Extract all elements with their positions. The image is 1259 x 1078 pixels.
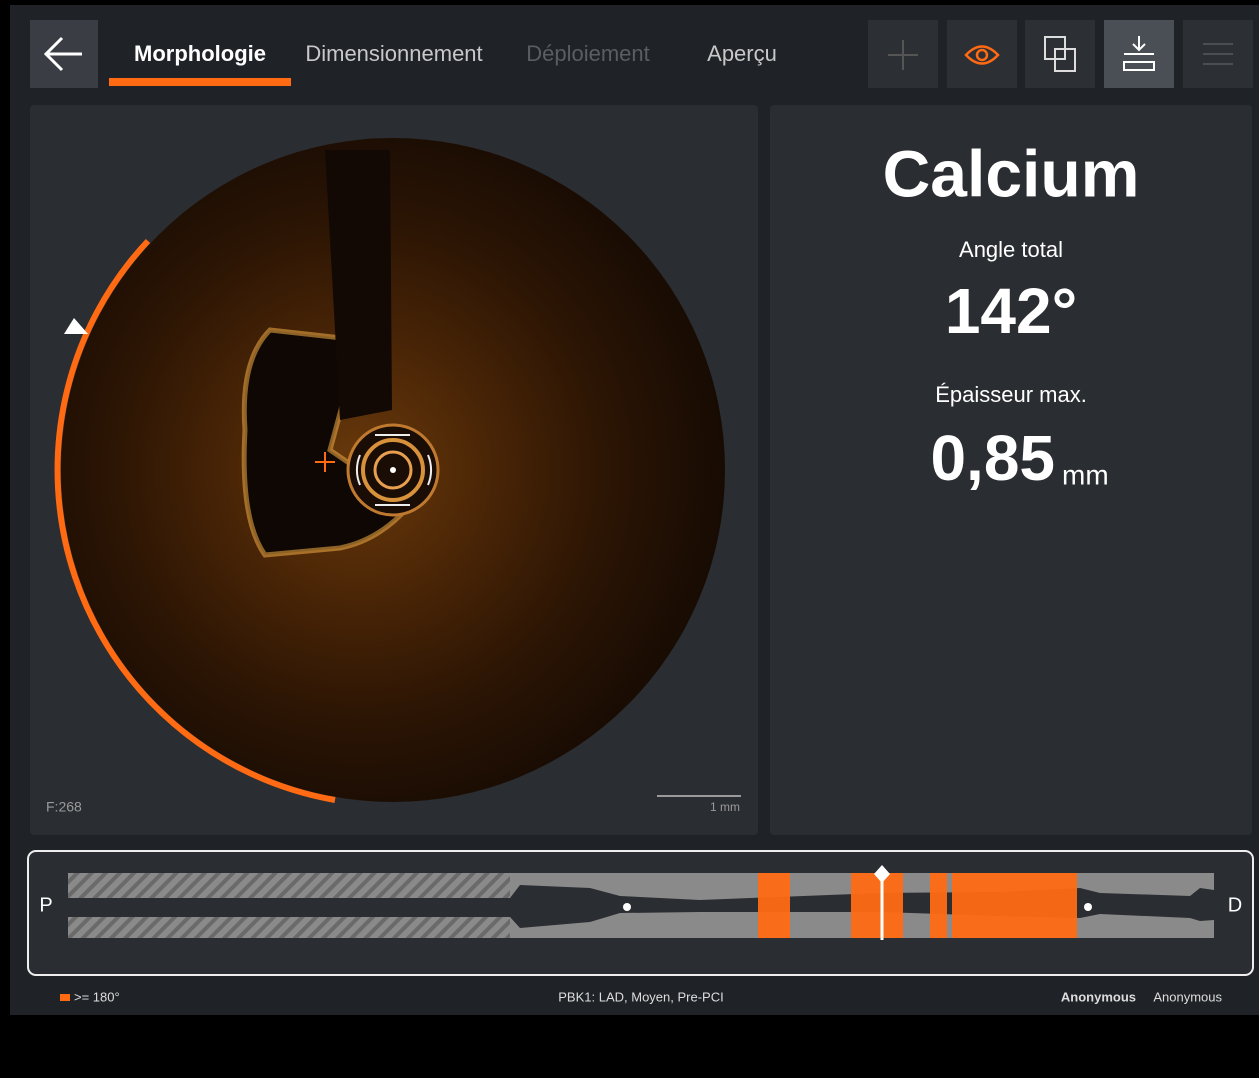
proximal-label: P: [39, 894, 52, 916]
pullback-info: PBK1: LAD, Moyen, Pre-PCI: [558, 989, 723, 1004]
calcium-segment: [952, 873, 1077, 938]
marker-dot: [1084, 903, 1092, 911]
patient-id: Anonymous: [1153, 989, 1222, 1004]
legend-label: >= 180°: [74, 989, 120, 1004]
calcium-segment: [758, 873, 790, 938]
angle-label: Angle total: [959, 237, 1063, 262]
thickness-label: Épaisseur max.: [935, 382, 1087, 407]
back-icon: [43, 36, 82, 72]
overlay-button[interactable]: [1025, 20, 1095, 88]
angle-value: 142°: [945, 275, 1077, 347]
centroid-marker: [315, 452, 335, 472]
eye-icon: [964, 45, 1000, 65]
add-icon: [888, 40, 918, 70]
arc-marker: [64, 318, 88, 334]
view-button[interactable]: [947, 20, 1017, 88]
result-panel: [770, 105, 1252, 835]
cursor-handle[interactable]: [874, 865, 890, 883]
lumen-contour: [355, 434, 433, 506]
guidewire-shadow: [325, 150, 392, 420]
marker-dot: [623, 903, 631, 911]
calcium-segment: [851, 873, 903, 938]
tab: Déploiement: [526, 41, 650, 66]
lumen-profile: [68, 885, 1214, 928]
tab-indicator: [109, 78, 291, 86]
result-title: Calcium: [883, 136, 1140, 210]
tab[interactable]: Dimensionnement: [305, 41, 482, 66]
tab[interactable]: Aperçu: [707, 41, 777, 66]
thickness-value: 0,85: [930, 422, 1055, 494]
calcium-segment: [930, 873, 947, 938]
menu-icon: [1203, 43, 1233, 65]
tab[interactable]: Morphologie: [134, 41, 266, 66]
eye-pupil: [975, 48, 989, 62]
layers-icon: [1123, 36, 1155, 71]
patient-name: Anonymous: [1061, 989, 1136, 1004]
distal-label: D: [1228, 894, 1242, 916]
catheter-ring: [373, 450, 413, 490]
catheter-ring: [361, 438, 425, 502]
scale-label: 1 mm: [710, 800, 740, 814]
calcium-arc: [54, 238, 336, 803]
catheter-center: [390, 467, 396, 473]
thickness-unit: mm: [1062, 459, 1109, 490]
legend-swatch: [60, 994, 70, 1001]
overlay-icon: [1054, 48, 1076, 72]
frame-number: F:268: [46, 799, 82, 815]
